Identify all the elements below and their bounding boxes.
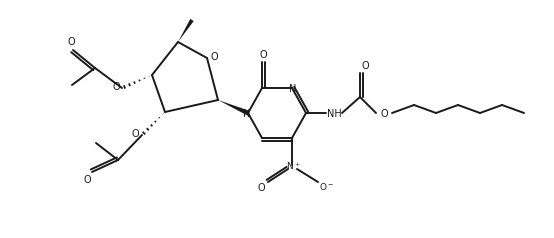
Text: O: O	[210, 52, 218, 62]
Polygon shape	[178, 19, 194, 42]
Text: O: O	[83, 175, 91, 185]
Text: O: O	[67, 37, 75, 47]
Polygon shape	[218, 100, 249, 115]
Text: N: N	[289, 84, 297, 94]
Text: O: O	[112, 82, 120, 92]
Text: N: N	[243, 109, 251, 119]
Text: NH: NH	[327, 109, 341, 119]
Text: O: O	[257, 183, 265, 193]
Text: O: O	[361, 61, 369, 71]
Text: O: O	[380, 109, 388, 119]
Text: O: O	[131, 129, 139, 139]
Text: O: O	[259, 50, 267, 60]
Text: O$^-$: O$^-$	[320, 182, 335, 193]
Text: N$^+$: N$^+$	[286, 160, 300, 172]
